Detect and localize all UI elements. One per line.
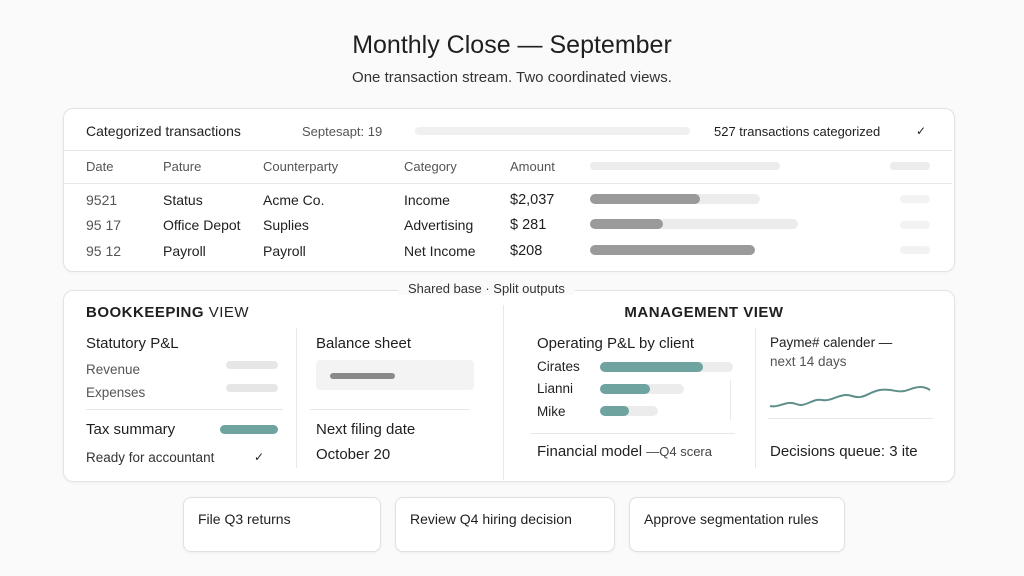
line-item: Revenue: [86, 362, 141, 377]
action-button[interactable]: Approve segmentation rules: [629, 497, 845, 552]
placeholder-bar: [900, 221, 930, 229]
table-cell: $ 281: [510, 217, 547, 233]
filing-date: October 20: [316, 446, 391, 463]
table-cell: Suplies: [263, 217, 309, 233]
table-cell: Net Income: [404, 243, 476, 259]
views-panel: [63, 290, 955, 482]
divider: [530, 433, 735, 434]
column-header: Counterparty: [263, 159, 339, 174]
section-subtitle: next 14 days: [770, 354, 847, 369]
section-title: Balance sheet: [316, 335, 412, 352]
table-cell: Status: [163, 192, 203, 208]
period-label: Septesapt: 19: [302, 124, 383, 139]
divider: [296, 328, 297, 468]
divider: [64, 183, 952, 184]
table-cell: $208: [510, 243, 543, 259]
column-header: Category: [404, 159, 457, 174]
placeholder-bar: [600, 406, 658, 416]
client-label: Cirates: [537, 359, 580, 374]
amount-bar: [590, 219, 663, 229]
table-cell: Advertising: [404, 217, 474, 233]
client-bar: [600, 406, 629, 416]
table-cell: 95 12: [86, 243, 122, 259]
page-title: Monthly Close — September: [352, 31, 672, 59]
client-label: Mike: [537, 404, 566, 419]
divider: [310, 409, 470, 410]
client-label: Lianni: [537, 381, 574, 396]
client-bar: [600, 384, 650, 394]
placeholder-bar: [900, 195, 930, 203]
table-cell: 9521: [86, 192, 118, 208]
client-bar: [600, 362, 703, 372]
page-subtitle: One transaction stream. Two coordinated …: [352, 69, 672, 86]
table-cell: Office Depot: [163, 217, 241, 233]
section-title: Payme# calender —: [770, 335, 893, 350]
view-title-strong: BOOKKEEPING: [86, 304, 205, 321]
check-icon: ✓: [916, 124, 927, 138]
placeholder-bar: [226, 384, 278, 392]
placeholder-bar: [900, 246, 930, 254]
divider: [768, 418, 933, 419]
amount-bar: [590, 194, 700, 204]
placeholder-bar: [590, 162, 780, 170]
amount-bar: [590, 245, 755, 255]
transactions-panel: [63, 108, 955, 272]
divider: [503, 305, 504, 480]
table-cell: Payroll: [163, 243, 206, 259]
divider: [755, 328, 756, 468]
view-title: MANAGEMENT VIEW: [624, 304, 784, 321]
column-header: Pature: [163, 159, 202, 174]
action-button[interactable]: File Q3 returns: [183, 497, 381, 552]
divider: [86, 409, 283, 410]
placeholder-bar: [590, 219, 798, 229]
table-cell: Income: [404, 192, 450, 208]
view-title: BOOKKEEPING VIEW: [86, 305, 249, 320]
section-title: Statutory P&L: [86, 335, 179, 352]
table-cell: Acme Co.: [263, 192, 325, 208]
status-label: 527 transactions categorized: [714, 124, 881, 139]
panel-title: Categorized transactions: [86, 123, 241, 139]
table-cell: 95 17: [86, 217, 122, 233]
connector-label: Shared base · Split outputs: [398, 282, 575, 295]
table-cell: $2,037: [510, 192, 555, 208]
placeholder-bar: [330, 373, 395, 379]
line-item: Expenses: [86, 385, 146, 400]
sparkline-path: [769, 386, 931, 408]
progress-bar: [220, 425, 278, 434]
placeholder-bar: [226, 361, 278, 369]
queue-label: Decisions queue: 3 ite: [770, 443, 918, 460]
placeholder-bar: [890, 162, 930, 170]
column-header: Amount: [510, 159, 555, 174]
section-title: Operating P&L by client: [537, 335, 695, 352]
column-header: Date: [86, 159, 114, 174]
view-title-rest: VIEW: [208, 304, 250, 321]
sparkline: [769, 386, 931, 408]
divider: [64, 150, 952, 151]
table-cell: Payroll: [263, 243, 306, 259]
section-title: Tax summary: [86, 421, 176, 438]
model-title: Financial model: [537, 443, 643, 460]
placeholder-bar: [415, 127, 690, 135]
model-note: —Q4 scera: [646, 444, 712, 459]
section-title: Next filing date: [316, 421, 416, 438]
status-label: Ready for accountant: [86, 450, 215, 465]
divider: [730, 380, 731, 420]
section-title: Financial model —Q4 scera: [537, 444, 712, 459]
check-icon: ✓: [254, 450, 265, 464]
action-button[interactable]: Review Q4 hiring decision: [395, 497, 615, 552]
